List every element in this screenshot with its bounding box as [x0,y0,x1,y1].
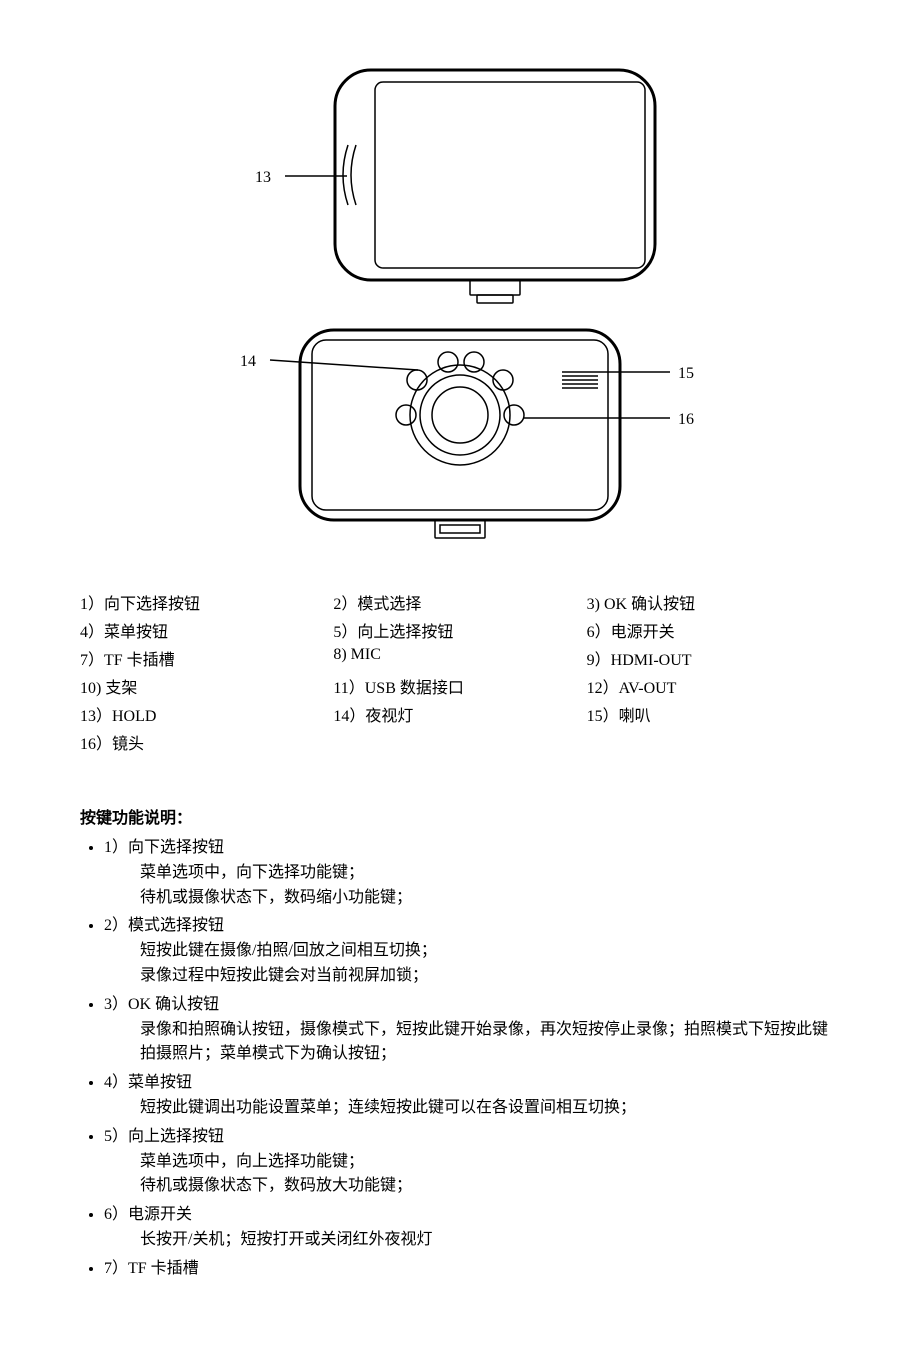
function-line: 录像和拍照确认按钮，摄像模式下，短按此键开始录像，再次短按停止录像；拍照模式下短… [104,1018,840,1068]
function-head: 2）模式选择按钮 [104,914,840,939]
function-item: 6）电源开关 长按开/关机；短按打开或关闭红外夜视灯 [104,1203,840,1253]
function-line: 短按此键调出功能设置菜单；连续短按此键可以在各设置间相互切换； [104,1096,840,1121]
function-line: 菜单选项中，向下选择功能键； [104,861,840,886]
part-item: 14）夜视灯 [333,702,586,726]
device-back-svg: 13 [225,60,695,320]
part-item: 16）镜头 [80,730,333,754]
function-line: 待机或摄像状态下，数码缩小功能键； [104,886,840,911]
part-item: 2）模式选择 [333,590,586,614]
part-item: 5）向上选择按钮 [333,618,586,642]
part-item: 10) 支架 [80,674,333,698]
functions-heading: 按键功能说明： [80,804,840,828]
part-item: 6）电源开关 [587,618,840,642]
function-head: 5）向上选择按钮 [104,1125,840,1150]
part-item: 9）HDMI-OUT [587,646,840,670]
function-line: 待机或摄像状态下，数码放大功能键； [104,1174,840,1199]
function-head: 1）向下选择按钮 [104,836,840,861]
device-diagrams: 13 [80,60,840,560]
device-front-svg: 14 15 16 [180,320,740,560]
functions-list: 1）向下选择按钮 菜单选项中，向下选择功能键； 待机或摄像状态下，数码缩小功能键… [80,836,840,1282]
function-head: 7）TF 卡插槽 [104,1257,840,1282]
part-item: 12）AV-OUT [587,674,840,698]
function-line: 录像过程中短按此键会对当前视屏加锁； [104,964,840,989]
label-13: 13 [255,169,271,186]
function-item: 7）TF 卡插槽 [104,1257,840,1282]
function-head: 3）OK 确认按钮 [104,993,840,1018]
part-item: 8) MIC [333,646,586,670]
function-head: 4）菜单按钮 [104,1071,840,1096]
part-item: 11）USB 数据接口 [333,674,586,698]
function-head: 6）电源开关 [104,1203,840,1228]
function-item: 4）菜单按钮 短按此键调出功能设置菜单；连续短按此键可以在各设置间相互切换； [104,1071,840,1121]
function-item: 3）OK 确认按钮 录像和拍照确认按钮，摄像模式下，短按此键开始录像，再次短按停… [104,993,840,1067]
label-15: 15 [678,365,694,382]
function-item: 1）向下选择按钮 菜单选项中，向下选择功能键； 待机或摄像状态下，数码缩小功能键… [104,836,840,910]
parts-list: 1）向下选择按钮 2）模式选择 3) OK 确认按钮 4）菜单按钮 5）向上选择… [80,590,840,754]
function-item: 2）模式选择按钮 短按此键在摄像/拍照/回放之间相互切换； 录像过程中短按此键会… [104,914,840,988]
part-item: 13）HOLD [80,702,333,726]
function-line: 短按此键在摄像/拍照/回放之间相互切换； [104,939,840,964]
label-14: 14 [240,353,256,370]
part-item: 1）向下选择按钮 [80,590,333,614]
page: 13 [0,0,920,1346]
part-item: 3) OK 确认按钮 [587,590,840,614]
function-line: 菜单选项中，向上选择功能键； [104,1150,840,1175]
part-item: 15）喇叭 [587,702,840,726]
part-item: 7）TF 卡插槽 [80,646,333,670]
part-item: 4）菜单按钮 [80,618,333,642]
function-item: 5）向上选择按钮 菜单选项中，向上选择功能键； 待机或摄像状态下，数码放大功能键… [104,1125,840,1199]
function-line: 长按开/关机；短按打开或关闭红外夜视灯 [104,1228,840,1253]
label-16: 16 [678,411,694,428]
